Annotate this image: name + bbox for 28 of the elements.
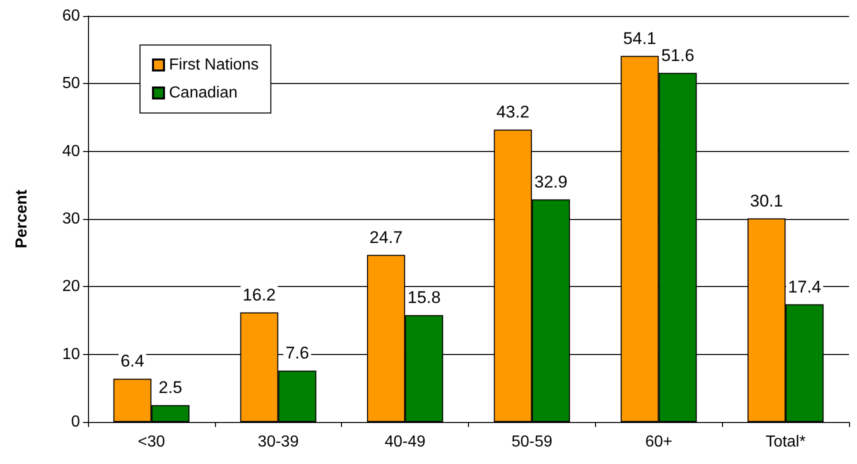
y-tick-label: 40 [62,142,80,160]
x-tick-label: 50-59 [511,434,552,450]
x-tick-label: Total* [766,434,806,450]
data-label: 51.6 [661,46,694,65]
x-tick-label: <30 [138,434,166,450]
data-label: 16.2 [242,285,276,304]
legend-label: Canadian [169,84,238,102]
data-label: 32.9 [534,172,568,192]
y-tick-label: 10 [62,346,80,363]
data-label: 17.4 [788,277,822,296]
data-label: 7.6 [285,344,310,363]
legend-label: First Nations [169,56,259,74]
x-tick-label: 40-49 [384,434,426,450]
y-tick-label: 50 [62,75,80,92]
y-tick-label: 60 [62,8,80,24]
y-tick-label: 30 [62,210,80,228]
data-label: 30.1 [750,191,784,210]
data-label: 54.1 [623,28,656,48]
y-axis-title: Percent [14,188,30,248]
x-tick-label: 30-39 [258,434,299,450]
x-tick-label: 60+ [645,434,672,450]
data-label: 2.5 [158,378,182,398]
data-label: 6.4 [120,352,144,371]
data-label: 15.8 [408,288,441,308]
y-tick-label: 20 [62,278,80,296]
data-label: 24.7 [370,228,403,247]
y-tick-label: 0 [71,414,80,430]
data-label: 43.2 [496,102,530,122]
